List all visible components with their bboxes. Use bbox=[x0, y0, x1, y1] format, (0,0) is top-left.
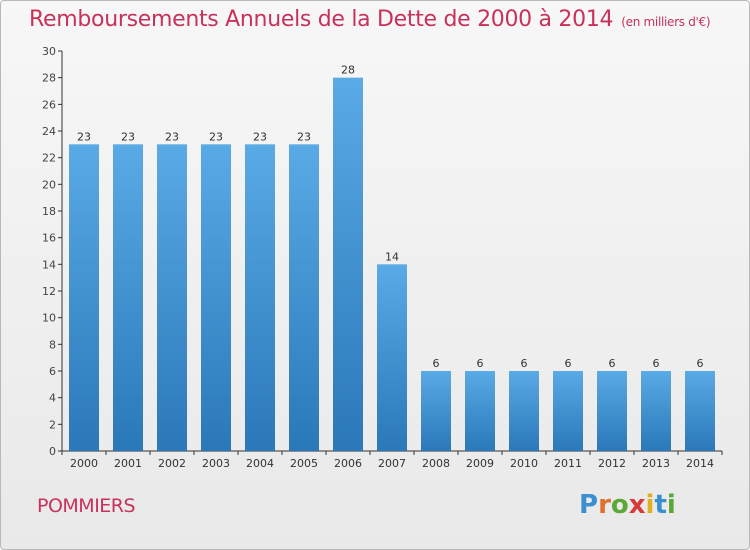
logo-letter: x bbox=[628, 490, 646, 520]
y-tick-label: 8 bbox=[49, 338, 56, 351]
x-tick-label: 2006 bbox=[334, 457, 362, 470]
bar-value-label: 6 bbox=[653, 357, 660, 370]
x-tick-label: 2009 bbox=[466, 457, 494, 470]
bar-2011 bbox=[553, 371, 583, 451]
bar-2008 bbox=[421, 371, 451, 451]
bar-2013 bbox=[641, 371, 671, 451]
x-tick-label: 2003 bbox=[202, 457, 230, 470]
y-tick-label: 30 bbox=[42, 45, 56, 58]
bar-2004 bbox=[245, 144, 275, 452]
x-tick-label: 2013 bbox=[642, 457, 670, 470]
bars: 23 23 23 23 23 23 28 14 6 6 6 6 6 6 6 bbox=[69, 64, 715, 452]
x-tick-label: 2011 bbox=[554, 457, 582, 470]
x-tick-label: 2001 bbox=[114, 457, 142, 470]
y-tick-label: 24 bbox=[42, 125, 56, 138]
bar-value-label: 23 bbox=[253, 130, 267, 143]
y-tick-label: 26 bbox=[42, 98, 56, 111]
chart-title: Remboursements Annuels de la Dette de 20… bbox=[29, 7, 711, 32]
logo-letter: i bbox=[645, 490, 655, 520]
bar-2005 bbox=[289, 144, 319, 452]
y-tick-label: 12 bbox=[42, 285, 56, 298]
logo-letter: o bbox=[610, 490, 629, 520]
x-tick-label: 2000 bbox=[70, 457, 98, 470]
logo-letter: t bbox=[654, 490, 667, 520]
bar-value-label: 6 bbox=[477, 357, 484, 370]
bar-value-label: 28 bbox=[341, 64, 355, 77]
x-tick-label: 2010 bbox=[510, 457, 538, 470]
bar-value-label: 23 bbox=[165, 130, 179, 143]
x-tick-label: 2008 bbox=[422, 457, 450, 470]
logo-letter: P bbox=[579, 490, 599, 520]
bar-2012 bbox=[597, 371, 627, 451]
y-tick-label: 20 bbox=[42, 178, 56, 191]
bar-value-label: 23 bbox=[209, 130, 223, 143]
x-tick-label: 2007 bbox=[378, 457, 406, 470]
bar-value-label: 6 bbox=[609, 357, 616, 370]
unit-label: (en milliers d'€) bbox=[621, 15, 711, 29]
bar-value-label: 23 bbox=[77, 130, 91, 143]
bar-2006 bbox=[333, 77, 363, 452]
bar-2002 bbox=[157, 144, 187, 452]
y-tick-label: 18 bbox=[42, 205, 56, 218]
y-tick-label: 4 bbox=[49, 392, 56, 405]
x-tick-label: 2002 bbox=[158, 457, 186, 470]
x-tick-label: 2014 bbox=[686, 457, 714, 470]
y-tick-label: 6 bbox=[49, 365, 56, 378]
proxiti-logo: Proxiti bbox=[579, 490, 676, 520]
bar-2003 bbox=[201, 144, 231, 452]
bar-2010 bbox=[509, 371, 539, 451]
y-tick-label: 28 bbox=[42, 72, 56, 85]
y-tick-label: 16 bbox=[42, 232, 56, 245]
y-tick-label: 22 bbox=[42, 152, 56, 165]
logo-letter: r bbox=[598, 490, 611, 520]
bar-2009 bbox=[465, 371, 495, 451]
y-tick-label: 2 bbox=[49, 418, 56, 431]
bar-2001 bbox=[113, 144, 143, 452]
title-text: Remboursements Annuels de la Dette de 20… bbox=[29, 7, 614, 32]
commune-name: POMMIERS bbox=[37, 495, 136, 517]
bar-2014 bbox=[685, 371, 715, 451]
bar-value-label: 6 bbox=[565, 357, 572, 370]
y-tick-label: 14 bbox=[42, 258, 56, 271]
bar-value-label: 23 bbox=[297, 130, 311, 143]
x-tick-label: 2004 bbox=[246, 457, 274, 470]
x-tick-label: 2005 bbox=[290, 457, 318, 470]
y-tick-label: 10 bbox=[42, 312, 56, 325]
logo-letter: i bbox=[666, 490, 676, 520]
bar-value-label: 6 bbox=[697, 357, 704, 370]
bar-value-label: 14 bbox=[385, 250, 399, 263]
bar-value-label: 23 bbox=[121, 130, 135, 143]
y-tick-label: 0 bbox=[49, 445, 56, 458]
bar-value-label: 6 bbox=[433, 357, 440, 370]
bar-2000 bbox=[69, 144, 99, 452]
bar-value-label: 6 bbox=[521, 357, 528, 370]
x-tick-label: 2012 bbox=[598, 457, 626, 470]
bar-2007 bbox=[377, 264, 407, 451]
